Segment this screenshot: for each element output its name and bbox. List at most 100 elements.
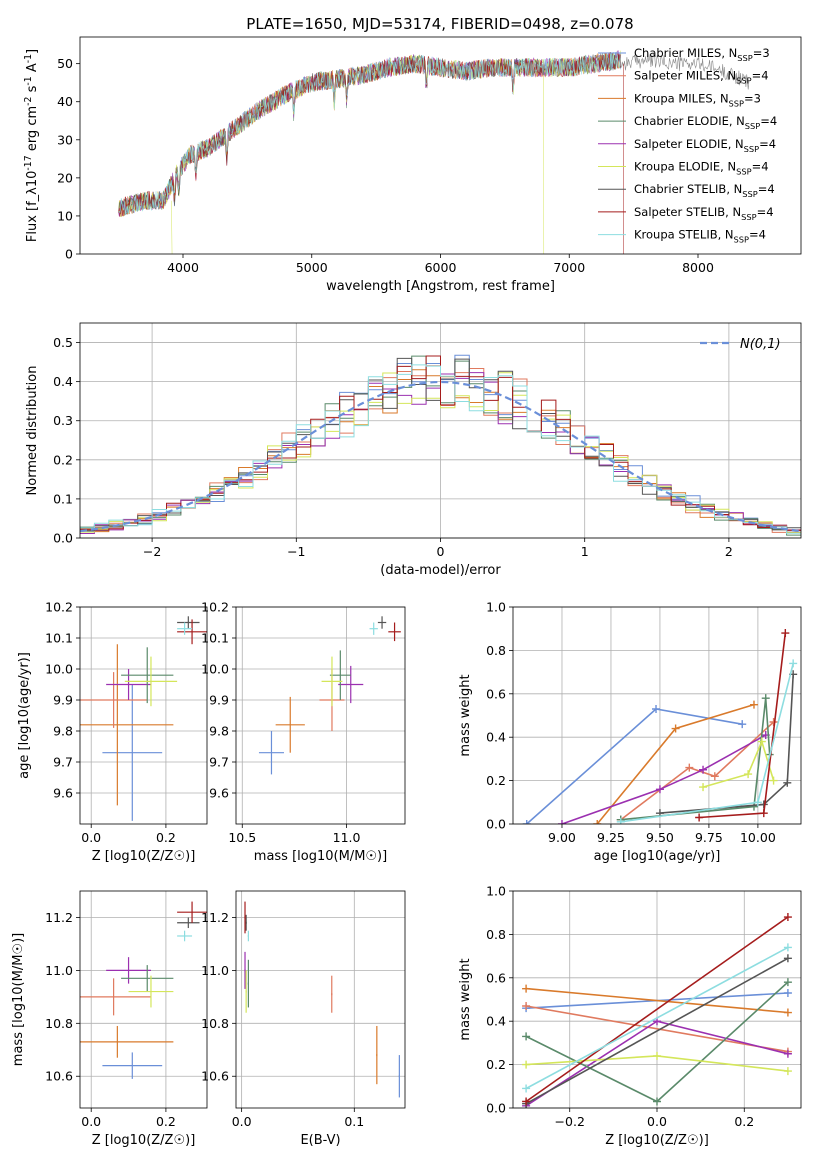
legend-entry: Salpeter MILES, NSSP=4 <box>634 69 769 86</box>
x-tick-label: 0.1 <box>344 1114 364 1129</box>
legend-entry: Chabrier MILES, NSSP=3 <box>634 46 770 63</box>
errorbar-point <box>177 622 193 635</box>
y-tick-label: 0.4 <box>486 1014 506 1029</box>
errorbar-point <box>258 731 284 775</box>
x-tick-label: −0.2 <box>555 1114 585 1129</box>
x-axis-label: age [log10(age/yr)] <box>594 849 721 864</box>
plus-marker <box>749 700 758 709</box>
y-tick-label: 10.1 <box>45 631 73 646</box>
plus-marker <box>685 763 694 772</box>
x-tick-label: 9.00 <box>548 830 576 845</box>
y-tick-label: 9.7 <box>209 755 229 770</box>
x-tick-label: 0.0 <box>81 830 101 845</box>
spectrum-line <box>118 53 622 214</box>
axes-frame <box>512 606 802 825</box>
errorbar-point <box>275 696 305 753</box>
errorbar-point <box>80 644 174 806</box>
plus-marker <box>695 813 704 822</box>
plus-marker <box>749 802 758 811</box>
normal-curve <box>80 380 801 533</box>
errorbar-point <box>102 684 163 821</box>
plus-marker <box>757 737 766 746</box>
y-tick-label: 10.6 <box>45 1069 73 1084</box>
x-tick-label: −2 <box>143 544 161 559</box>
y-tick-label: 10.0 <box>201 662 229 677</box>
x-tick-label: 10.5 <box>228 830 256 845</box>
plus-marker <box>761 694 770 703</box>
x-tick-label: 0.2 <box>156 1114 176 1129</box>
y-tick-label: 10 <box>57 208 73 223</box>
x-tick-label: 2 <box>725 544 733 559</box>
y-tick-label: 0.2 <box>486 1057 506 1072</box>
plus-marker <box>783 1049 792 1058</box>
y-axis-label: mass [log10(M/M☉)] <box>11 933 26 1066</box>
plus-marker <box>522 1002 531 1011</box>
axes-frame <box>79 322 802 539</box>
legend-entry: Kroupa STELIB, NSSP=4 <box>634 228 766 245</box>
x-tick-label: 1 <box>581 544 589 559</box>
errorbar-point <box>377 616 387 629</box>
panel-age_vs_mass: 10.5 11.0 9.6 9.7 9.8 9.9 10.0 10.1 10.2 mass [lo… <box>201 600 406 864</box>
plot-area <box>522 913 792 1108</box>
axes-frame <box>512 890 802 1109</box>
x-axis-label: wavelength [Angstrom, rest frame] <box>326 279 555 294</box>
y-tick-label: 11.2 <box>201 910 229 925</box>
x-tick-label: 0.2 <box>156 830 176 845</box>
legend-entry: N(0,1) <box>740 337 781 352</box>
x-tick-label: 6000 <box>425 260 457 275</box>
plus-marker <box>653 1051 661 1060</box>
axes-frame <box>235 890 406 1109</box>
y-tick-label: 0 <box>65 247 73 262</box>
y-tick-label: 1.0 <box>486 884 506 899</box>
x-tick-label: 0.0 <box>232 1114 252 1129</box>
weight-line <box>561 734 767 824</box>
errorbar-point <box>106 957 151 984</box>
plus-marker <box>616 817 625 824</box>
plus-marker <box>753 798 762 807</box>
y-axis-label: Normed distribution <box>25 366 40 496</box>
weight-line <box>526 987 788 1014</box>
y-tick-label: 40 <box>57 94 73 109</box>
y-label-group: Normed distribution <box>25 366 40 496</box>
errorbar-point <box>177 917 200 929</box>
y-axis-label: mass weight <box>458 958 473 1040</box>
y-tick-label: 9.6 <box>209 786 229 801</box>
errorbar-point <box>338 665 364 704</box>
axes-frame <box>79 890 208 1109</box>
legend-entry: Salpeter ELODIE, NSSP=4 <box>634 137 776 154</box>
y-label-group: mass weight <box>458 674 473 756</box>
y-label-group: mass weight <box>458 958 473 1040</box>
weight-line <box>525 957 789 1105</box>
histogram-step <box>80 355 801 531</box>
y-tick-label: 1.0 <box>486 600 506 615</box>
hist-legend: N(0,1) <box>700 337 781 352</box>
y-tick-label: 11.0 <box>45 963 73 978</box>
plus-marker <box>522 1084 531 1093</box>
plus-marker <box>593 820 602 824</box>
y-tick-label: 30 <box>57 132 73 147</box>
y-label-group: age [log10(age/yr)] <box>17 652 32 779</box>
y-tick-label: 0.2 <box>486 773 506 788</box>
x-tick-label: 11.0 <box>333 830 361 845</box>
y-tick-label: 0.5 <box>53 335 73 350</box>
x-axis-label: mass [log10(M/M☉)] <box>254 849 387 864</box>
y-tick-label: 0.0 <box>53 531 73 546</box>
plus-marker <box>522 1032 531 1041</box>
plot-area <box>258 616 401 775</box>
x-axis-label: E(B-V) <box>300 1133 340 1148</box>
axes-frame <box>235 606 406 825</box>
plus-marker <box>557 820 566 824</box>
errorbar-point <box>128 975 174 1008</box>
errorbar-point <box>177 616 200 629</box>
errorbar-point <box>177 930 193 942</box>
x-tick-label: 9.75 <box>695 830 723 845</box>
errorbar-point <box>80 672 148 728</box>
plus-marker <box>522 984 531 993</box>
spectrum-line <box>118 52 624 254</box>
errorbar-point <box>80 978 151 1016</box>
plus-marker <box>744 770 753 779</box>
plot-area <box>80 354 801 536</box>
errorbar-point <box>177 901 207 923</box>
x-axis-label: Z [log10(Z/Z☉)] <box>92 1133 196 1148</box>
y-tick-label: 9.8 <box>209 724 229 739</box>
